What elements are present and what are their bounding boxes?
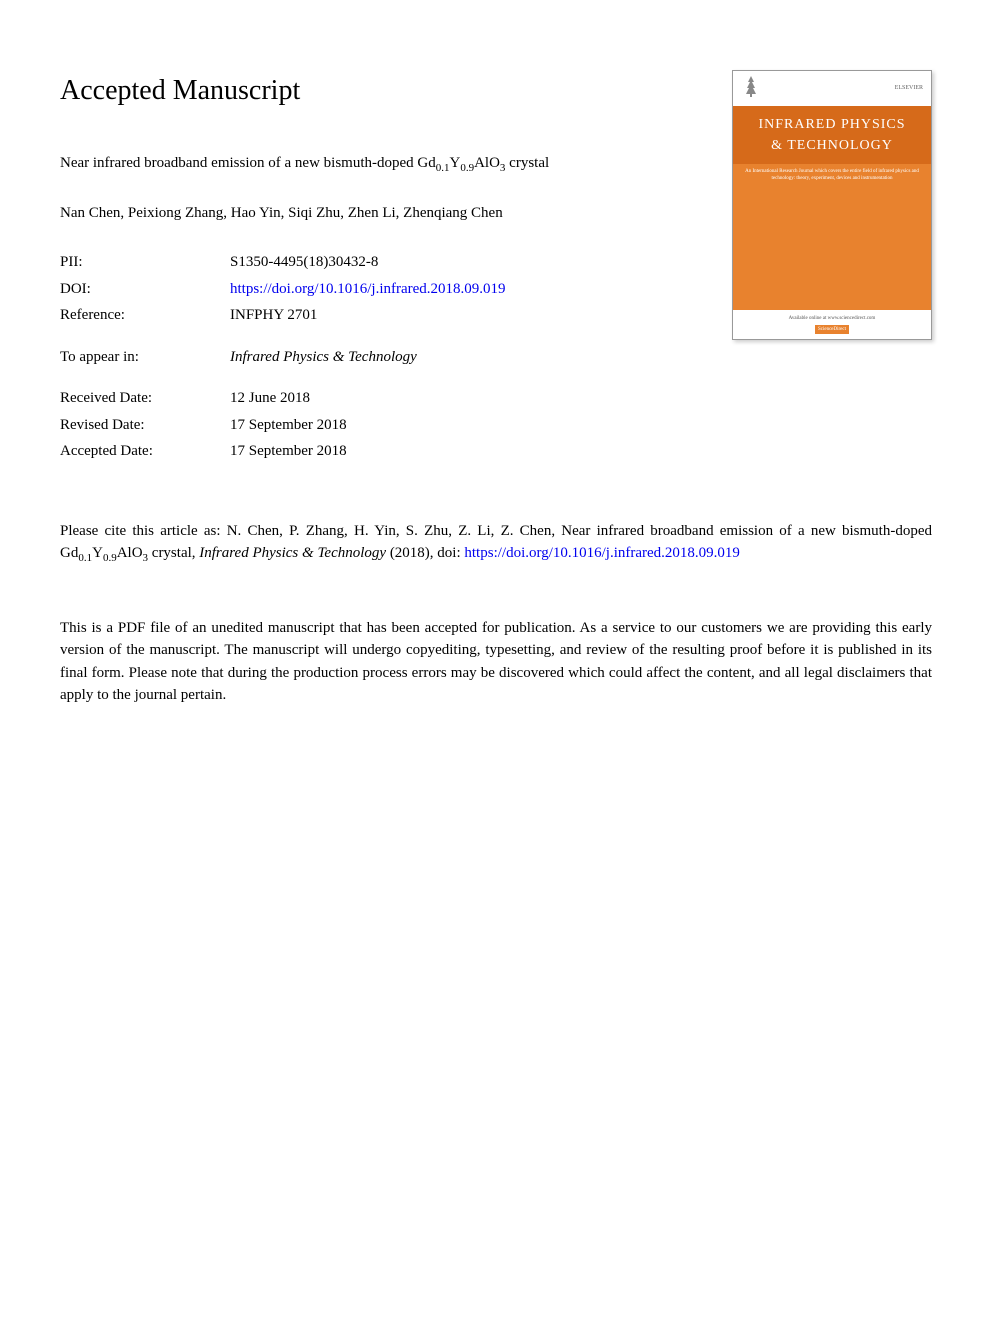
- revised-value: 17 September 2018: [230, 412, 506, 439]
- reference-row: Reference: INFPHY 2701: [60, 302, 506, 329]
- cover-footer-text: Available online at www.sciencedirect.co…: [738, 315, 926, 323]
- doi-label: DOI:: [60, 276, 230, 303]
- publisher-label: ELSEVIER: [895, 84, 923, 93]
- revised-label: Revised Date:: [60, 412, 230, 439]
- cover-title-line2: & TECHNOLOGY: [743, 135, 921, 156]
- citation-year: (2018), doi:: [386, 545, 464, 561]
- received-label: Received Date:: [60, 385, 230, 412]
- title-mid1: Y: [449, 155, 460, 171]
- citation-journal: Infrared Physics & Technology: [199, 545, 386, 561]
- title-mid2: AlO: [474, 155, 500, 171]
- citation-sub2: 0.9: [103, 552, 117, 564]
- received-row: Received Date: 12 June 2018: [60, 385, 506, 412]
- accepted-value: 17 September 2018: [230, 438, 506, 465]
- accepted-row: Accepted Date: 17 September 2018: [60, 438, 506, 465]
- pii-label: PII:: [60, 249, 230, 276]
- pii-value: S1350-4495(18)30432-8: [230, 249, 506, 276]
- citation-mid2: AlO: [117, 545, 143, 561]
- title-sub1: 0.1: [436, 162, 450, 174]
- citation-mid3: crystal,: [148, 545, 199, 561]
- revised-row: Revised Date: 17 September 2018: [60, 412, 506, 439]
- pii-row: PII: S1350-4495(18)30432-8: [60, 249, 506, 276]
- authors: Nan Chen, Peixiong Zhang, Hao Yin, Siqi …: [60, 202, 712, 225]
- left-content: Accepted Manuscript Near infrared broadb…: [60, 70, 732, 480]
- disclaimer-text: This is a PDF file of an unedited manusc…: [60, 617, 932, 707]
- appear-value: Infrared Physics & Technology: [230, 349, 417, 365]
- title-sub2: 0.9: [460, 162, 474, 174]
- cover-title-box: INFRARED PHYSICS & TECHNOLOGY: [733, 106, 931, 164]
- journal-cover: ELSEVIER INFRARED PHYSICS & TECHNOLOGY A…: [732, 70, 932, 340]
- cover-title-line1: INFRARED PHYSICS: [743, 114, 921, 135]
- received-value: 12 June 2018: [230, 385, 506, 412]
- metadata-table: PII: S1350-4495(18)30432-8 DOI: https://…: [60, 249, 506, 465]
- page-heading: Accepted Manuscript: [60, 70, 712, 112]
- reference-label: Reference:: [60, 302, 230, 329]
- doi-row: DOI: https://doi.org/10.1016/j.infrared.…: [60, 276, 506, 303]
- citation-text: Please cite this article as: N. Chen, P.…: [60, 520, 932, 567]
- appear-row: To appear in: Infrared Physics & Technol…: [60, 344, 506, 371]
- citation-doi-link[interactable]: https://doi.org/10.1016/j.infrared.2018.…: [464, 545, 740, 561]
- header-section: Accepted Manuscript Near infrared broadb…: [60, 70, 932, 480]
- accepted-label: Accepted Date:: [60, 438, 230, 465]
- elsevier-tree-icon: [741, 74, 761, 99]
- cover-subtitle: An International Research Journal which …: [733, 164, 931, 187]
- citation-mid1: Y: [92, 545, 103, 561]
- article-title: Near infrared broadband emission of a ne…: [60, 152, 712, 177]
- citation-sub1: 0.1: [78, 552, 92, 564]
- reference-value: INFPHY 2701: [230, 302, 506, 329]
- cover-top-bar: ELSEVIER: [733, 71, 931, 106]
- title-suffix: crystal: [505, 155, 549, 171]
- title-prefix: Near infrared broadband emission of a ne…: [60, 155, 436, 171]
- sciencedirect-badge: ScienceDirect: [815, 325, 849, 335]
- doi-link[interactable]: https://doi.org/10.1016/j.infrared.2018.…: [230, 281, 506, 297]
- elsevier-logo: [741, 74, 761, 103]
- cover-footer: Available online at www.sciencedirect.co…: [733, 310, 931, 339]
- appear-label: To appear in:: [60, 344, 230, 371]
- cover-body: [733, 187, 931, 310]
